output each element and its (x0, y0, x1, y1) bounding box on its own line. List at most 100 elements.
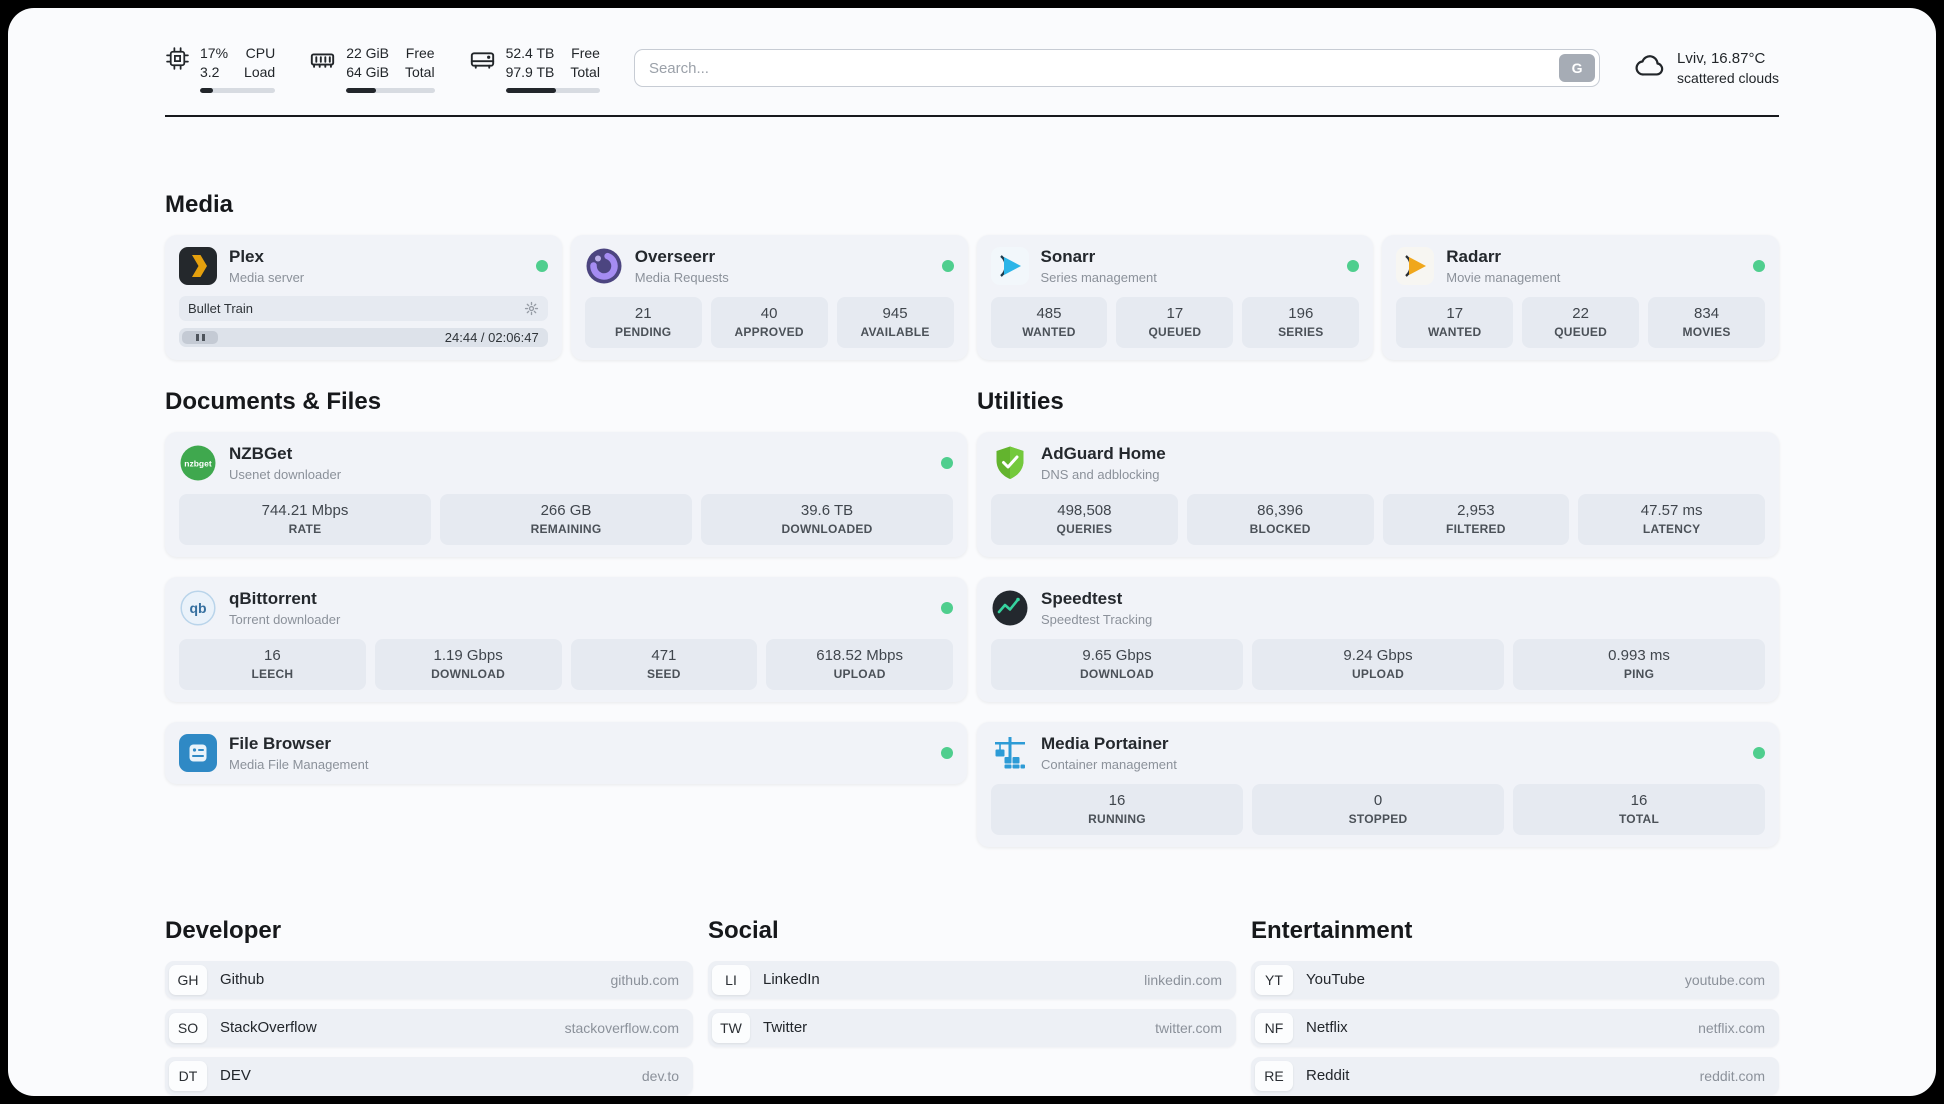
stat-label: TOTAL (1618, 811, 1660, 826)
filebrowser-card[interactable]: File Browser Media File Management (165, 721, 967, 784)
adguard-icon (991, 444, 1029, 482)
stat-tile: 17 QUEUED (1116, 296, 1234, 348)
now-playing-bar: Bullet Train (179, 295, 548, 321)
stat-label: RUNNING (1088, 811, 1146, 826)
stat-value: 86,396 (1257, 501, 1304, 519)
now-playing-title: Bullet Train (188, 300, 254, 316)
bookmark-abbr: GH (169, 964, 207, 995)
service-title: File Browser (229, 733, 332, 753)
speedtest-card[interactable]: Speedtest Speedtest Tracking 9.65 Gbps D… (977, 576, 1779, 702)
plex-icon (179, 246, 217, 285)
bookmark-abbr: NF (1255, 1012, 1293, 1043)
bookmark-name: StackOverflow (220, 1019, 317, 1037)
pause-button[interactable] (182, 330, 218, 344)
bookmark-row-reddit[interactable]: RE Reddit reddit.com (1251, 1056, 1779, 1095)
sonarr-icon (990, 246, 1029, 285)
playback-progress-bar[interactable]: 24:44 / 02:06:47 (179, 327, 548, 347)
bookmark-row-stackoverflow[interactable]: SO StackOverflow stackoverflow.com (165, 1008, 693, 1047)
bookmark-abbr: SO (169, 1012, 207, 1043)
status-dot (535, 259, 548, 272)
stat-value: 498,508 (1057, 501, 1112, 519)
bookmark-row-linkedin[interactable]: LI LinkedIn linkedin.com (708, 960, 1236, 999)
service-subtitle: Torrent downloader (229, 611, 341, 627)
stat-label: SEED (647, 666, 681, 681)
bookmark-name: DEV (220, 1067, 251, 1085)
developer-column: Developer GH Github github.com SO StackO… (165, 917, 693, 1096)
bookmark-abbr: DT (169, 1060, 207, 1091)
disk-icon (469, 44, 496, 93)
cpu-load-label: Load (244, 63, 276, 80)
radarr-card[interactable]: Radarr Movie management 17 WANTED 22 QUE… (1382, 234, 1779, 360)
stat-value: 16 (1108, 791, 1126, 809)
top-bar: 17% 3.2 CPU Load (165, 8, 1779, 93)
status-dot (1347, 259, 1360, 272)
cpu-label: CPU (245, 45, 276, 61)
service-subtitle: Speedtest Tracking (1041, 611, 1153, 627)
bookmark-row-github[interactable]: GH Github github.com (165, 960, 693, 999)
stat-value: 744.21 Mbps (261, 501, 349, 519)
service-subtitle: Media File Management (229, 756, 369, 772)
bookmark-row-twitter[interactable]: TW Twitter twitter.com (708, 1008, 1236, 1047)
sonarr-card[interactable]: Sonarr Series management 485 WANTED 17 Q… (976, 234, 1374, 360)
nzbget-card[interactable]: nzbget NZBGet Usenet downloader 744.21 M… (165, 431, 967, 557)
section-heading-media: Media (165, 190, 234, 218)
stat-value: 834 (1694, 304, 1720, 322)
bookmark-row-netflix[interactable]: NF Netflix netflix.com (1251, 1008, 1779, 1047)
stat-label: DOWNLOAD (1080, 666, 1154, 681)
stat-value: 618.52 Mbps (816, 646, 903, 664)
ram-stat: 22 GiB 64 GiB Free Total (309, 44, 435, 93)
social-column: Social LI LinkedIn linkedin.com TW Twitt… (708, 917, 1236, 1057)
stat-value: 16 (1630, 791, 1648, 809)
portainer-card[interactable]: Media Portainer Container management 16 … (977, 721, 1779, 847)
stat-tile: 2,953 FILTERED (1382, 493, 1570, 545)
portainer-icon (991, 734, 1029, 772)
stat-value: 0 (1373, 791, 1383, 809)
qbittorrent-card[interactable]: qb qBittorrent Torrent downloader 16 LEE… (165, 576, 967, 702)
bookmark-row-youtube[interactable]: YT YouTube youtube.com (1251, 960, 1779, 999)
status-dot (941, 456, 953, 469)
plex-card[interactable]: Plex Media server Bullet Train 24:44 / 0… (165, 234, 562, 360)
stat-value: 21 (634, 304, 652, 322)
stat-value: 16 (264, 646, 281, 664)
weather-widget: Lviv, 16.87°C scattered clouds (1634, 48, 1779, 89)
stat-tile: 22 QUEUED (1522, 296, 1640, 348)
stat-value: 1.19 Gbps (433, 646, 503, 664)
stat-value: 196 (1288, 304, 1314, 322)
stat-label: PING (1623, 666, 1655, 681)
overseerr-card[interactable]: Overseerr Media Requests 21 PENDING 40 A… (570, 234, 968, 360)
search-engine-button[interactable]: G (1559, 54, 1596, 83)
stat-label: PENDING (615, 324, 672, 339)
bookmark-url: twitter.com (1155, 1019, 1222, 1036)
stat-label: APPROVED (734, 324, 804, 339)
cpu-percent: 17% (200, 45, 229, 61)
status-dot (1753, 746, 1765, 759)
stat-tile: 16 TOTAL (1513, 783, 1765, 835)
stat-tile: 39.6 TB DOWNLOADED (701, 493, 953, 545)
stat-tile: 21 PENDING (584, 296, 702, 348)
stat-tile: 196 SERIES (1242, 296, 1360, 348)
stat-label: QUEUED (1554, 324, 1608, 339)
service-subtitle: Series management (1040, 269, 1157, 285)
bookmark-row-dev[interactable]: DT DEV dev.to (165, 1056, 693, 1095)
stat-tile: 16 LEECH (179, 638, 366, 690)
stat-label: WANTED (1427, 324, 1482, 339)
gear-icon[interactable] (524, 301, 539, 316)
stat-label: LEECH (251, 666, 294, 681)
search-input[interactable] (633, 49, 1601, 88)
adguard-card[interactable]: AdGuard Home DNS and adblocking 498,508 … (977, 431, 1779, 557)
stat-value: 22 (1572, 304, 1589, 322)
service-title: Speedtest (1041, 588, 1123, 608)
stat-label: FILTERED (1446, 521, 1506, 536)
section-heading-entertainment: Entertainment (1251, 916, 1413, 944)
bookmark-abbr: LI (712, 964, 750, 995)
bookmark-url: dev.to (641, 1067, 679, 1084)
stat-tile: 16 RUNNING (991, 783, 1243, 835)
stat-tile: 945 AVAILABLE (836, 296, 954, 348)
documents-column: Documents & Files nzbget NZBGet Usenet d… (165, 388, 967, 804)
stat-value: 0.993 ms (1608, 646, 1670, 664)
disk-total-value: 97.9 TB (505, 63, 555, 80)
bookmark-url: github.com (610, 971, 679, 988)
filebrowser-icon (179, 733, 217, 772)
stat-label: DOWNLOADED (781, 521, 873, 536)
entertainment-column: Entertainment YT YouTube youtube.com NF … (1251, 917, 1779, 1096)
